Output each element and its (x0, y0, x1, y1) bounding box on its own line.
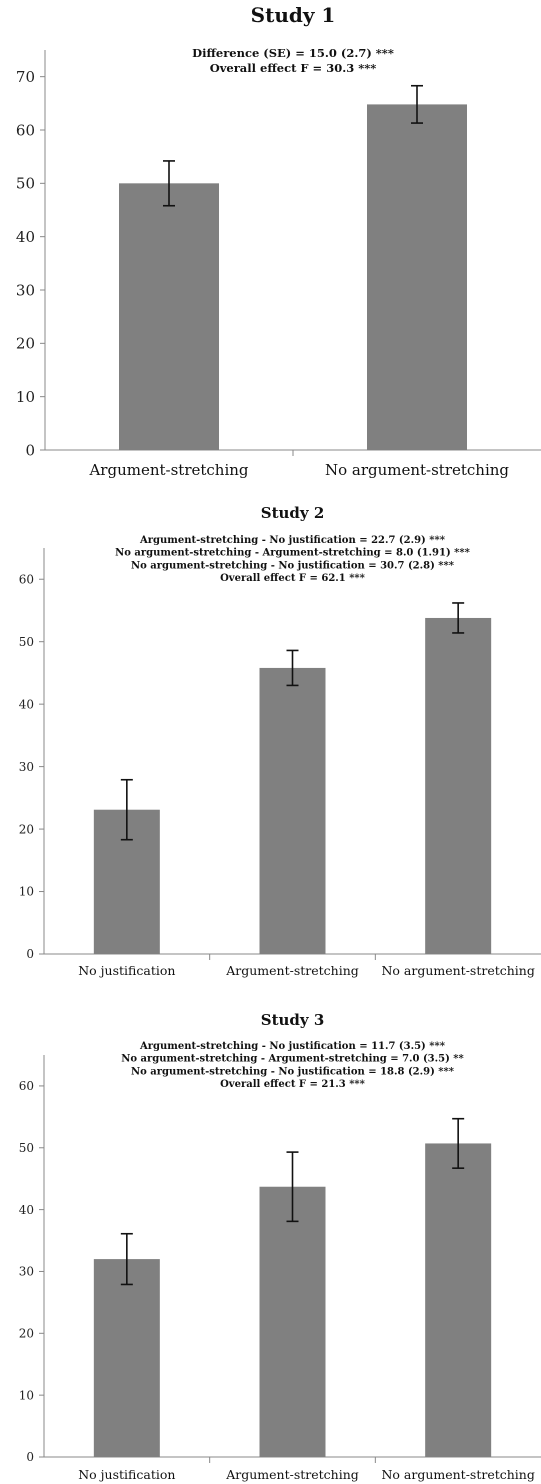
x-category-label: No argument-stretching (381, 963, 534, 978)
chart-study-2: Study 2 Argument-stretching - No justific… (19, 504, 541, 978)
stat-annotation: Overall effect F = 30.3 *** (210, 61, 377, 75)
chart-title: Study 3 (261, 1011, 325, 1029)
y-tick-label: 30 (19, 1265, 34, 1279)
y-tick-label: 50 (19, 635, 34, 649)
y-tick-label: 20 (16, 335, 35, 353)
stat-annotation: Argument-stretching - No justification =… (139, 535, 446, 546)
y-tick-label: 20 (19, 1327, 34, 1341)
y-tick-label: 40 (16, 228, 35, 246)
y-tick-label: 30 (19, 760, 34, 774)
chart-title: Study 1 (251, 3, 336, 27)
stat-annotation: No argument-stretching - Argument-stretc… (115, 548, 470, 559)
y-tick-label: 10 (19, 885, 34, 899)
y-tick-label: 60 (19, 572, 34, 586)
chart-title: Study 2 (261, 504, 325, 522)
chart-study-1: Study 1 Difference (SE) = 15.0 (2.7) ***O… (16, 3, 541, 479)
stat-annotation: Difference (SE) = 15.0 (2.7) *** (192, 46, 394, 60)
y-tick-label: 0 (25, 441, 35, 459)
y-tick-label: 0 (26, 1450, 34, 1464)
x-category-label: No argument-stretching (325, 461, 509, 479)
y-tick-label: 60 (19, 1079, 34, 1093)
bar-no-argument-stretching (425, 617, 492, 954)
y-tick-label: 10 (16, 388, 35, 406)
x-category-label: No justification (78, 963, 175, 978)
x-category-label: No argument-stretching (381, 1467, 534, 1482)
bar-no-argument-stretching (367, 104, 467, 451)
stat-annotation: Argument-stretching - No justification =… (139, 1041, 446, 1052)
bar-argument-stretching (259, 667, 326, 954)
stat-annotation: Overall effect F = 62.1 *** (220, 573, 366, 584)
bar-argument-stretching (119, 183, 219, 451)
y-tick-label: 30 (16, 281, 35, 299)
y-tick-label: 50 (19, 1141, 34, 1155)
y-tick-label: 60 (16, 121, 35, 139)
bar-no-argument-stretching (425, 1143, 492, 1457)
chart-study-3: Study 3 Argument-stretching - No justific… (19, 1011, 541, 1482)
stat-annotation: Overall effect F = 21.3 *** (220, 1079, 366, 1090)
y-tick-label: 70 (16, 68, 35, 86)
x-category-label: Argument-stretching (88, 461, 248, 479)
y-tick-label: 50 (16, 175, 35, 193)
bar-no-justification (93, 1259, 160, 1457)
y-tick-label: 10 (19, 1388, 34, 1402)
stat-annotation: No argument-stretching - No justificatio… (131, 560, 455, 571)
stat-annotation: No argument-stretching - No justificatio… (131, 1066, 455, 1077)
bar-argument-stretching (259, 1186, 326, 1457)
x-category-label: Argument-stretching (225, 1467, 359, 1482)
x-category-label: No justification (78, 1467, 175, 1482)
y-tick-label: 40 (19, 1203, 34, 1217)
stat-annotation: No argument-stretching - Argument-stretc… (121, 1054, 464, 1065)
y-tick-label: 0 (26, 947, 34, 961)
x-category-label: Argument-stretching (225, 963, 359, 978)
y-tick-label: 40 (19, 697, 34, 711)
y-tick-label: 20 (19, 822, 34, 836)
